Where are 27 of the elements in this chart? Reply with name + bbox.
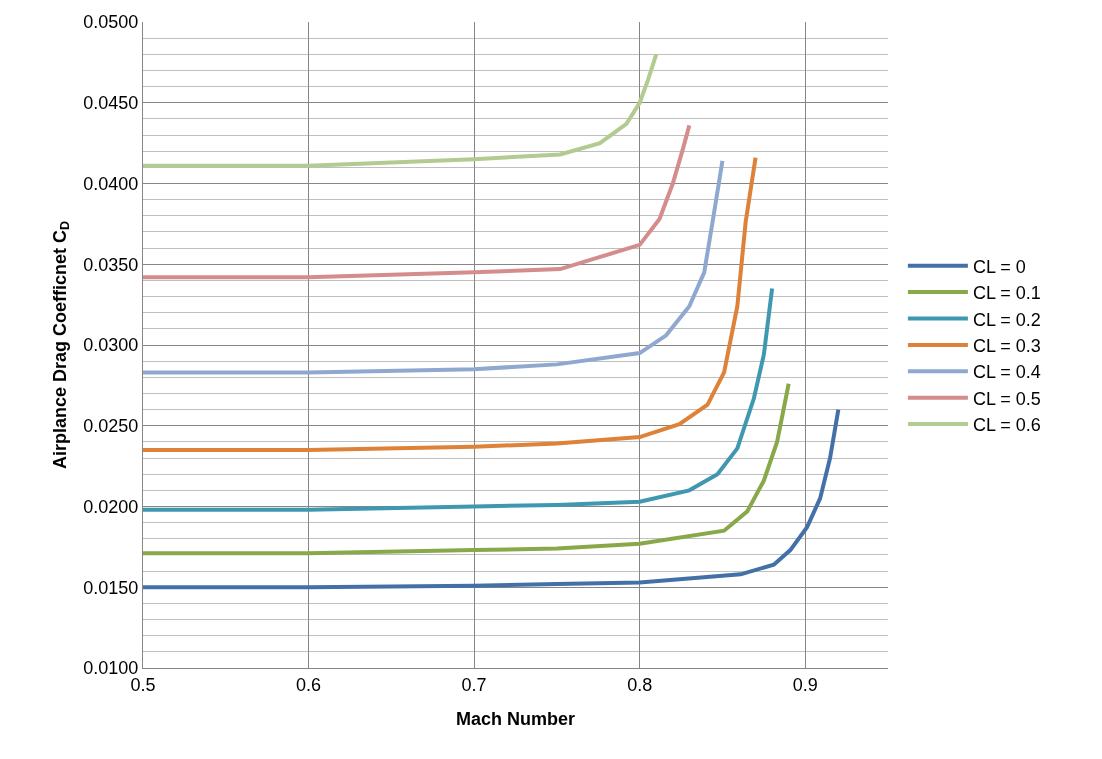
x-tick-label: 0.6 (296, 674, 322, 695)
legend-label: CL = 0.3 (972, 335, 1041, 356)
x-axis-title: Mach Number (455, 708, 576, 729)
line-series (143, 381, 791, 556)
y-tick-label: 0.0450 (83, 93, 139, 114)
y-tick-label: 0.0500 (83, 12, 139, 33)
legend-label: CL = 0.1 (972, 283, 1041, 304)
x-tick-label: 0.7 (461, 674, 487, 695)
line-series (143, 407, 841, 590)
y-tick-label: 0.0200 (83, 496, 139, 517)
y-tick-label: 0.0350 (83, 254, 139, 275)
y-tick-label: 0.0150 (83, 577, 139, 598)
legend-label: CL = 0.6 (972, 415, 1041, 436)
legend-label: CL = 0.2 (972, 309, 1041, 330)
y-tick-label: 0.0250 (83, 416, 139, 437)
y-tick-label: 0.0400 (83, 173, 139, 194)
legend-label: CL = 0.5 (972, 388, 1041, 409)
line-series (143, 286, 775, 512)
x-tick-label: 0.8 (627, 674, 653, 695)
line-series (143, 155, 758, 452)
y-tick-label: 0.0300 (83, 335, 139, 356)
legend-label: CL = 0.4 (972, 362, 1041, 383)
line-series (143, 52, 659, 168)
line-series (143, 123, 692, 280)
x-tick-label: 0.9 (792, 674, 818, 695)
line-series (143, 158, 725, 375)
legend-label: CL = 0 (972, 256, 1026, 277)
